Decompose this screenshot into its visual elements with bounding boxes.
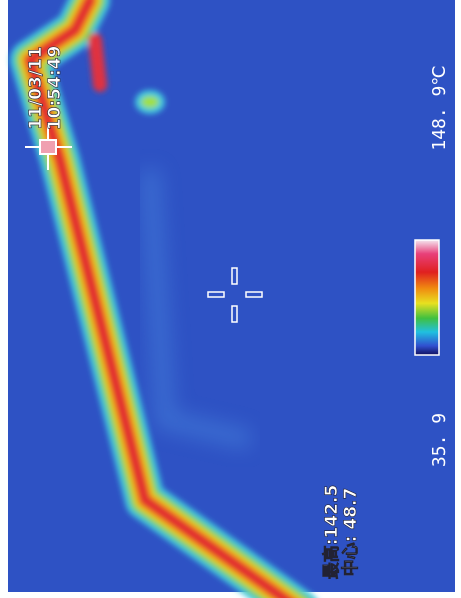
time: 10:54:49 [45, 46, 65, 131]
scale-min: 35. 9 [429, 413, 450, 467]
thermal-image: 11/03/11 10:54:49 最高:142.5 中心: 48.7 35. … [0, 0, 461, 598]
date: 11/03/11 [26, 46, 46, 129]
max-reading: 最高:142.5 [321, 485, 342, 580]
color-scale-bar [415, 240, 439, 355]
center-reading: 中心: 48.7 [340, 488, 361, 577]
page: {"timestamp": {"date": "11/03/11", "time… [0, 0, 461, 598]
scale-max: 148. 9℃ [429, 65, 450, 150]
